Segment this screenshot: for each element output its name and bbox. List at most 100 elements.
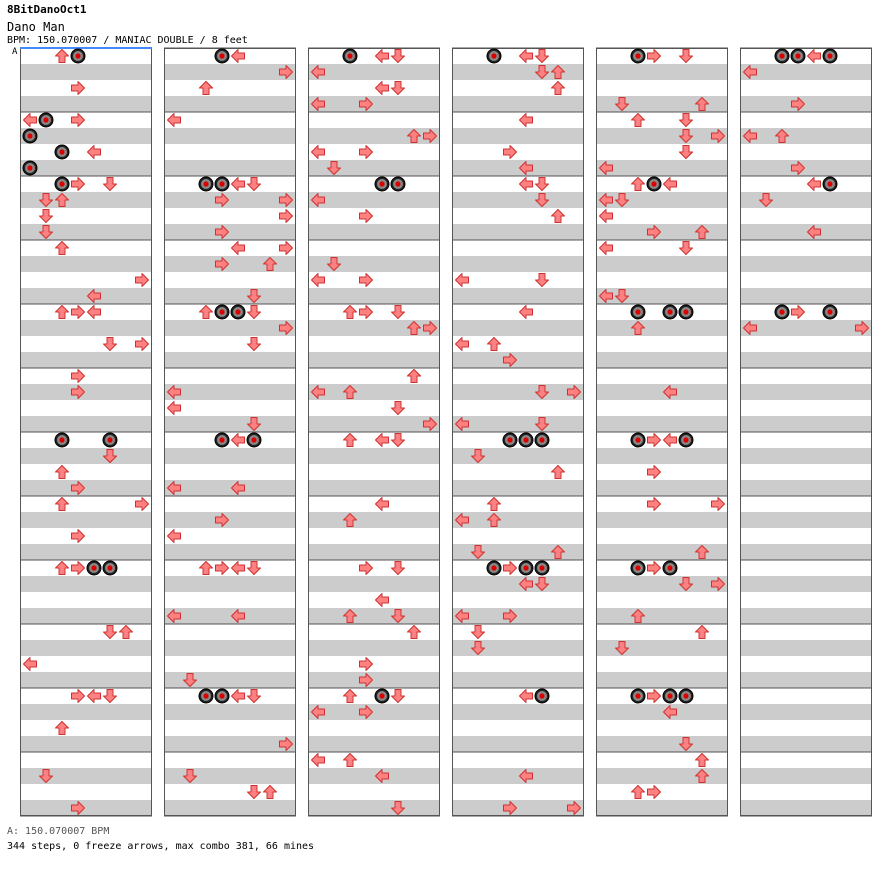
beat-stripe: [452, 480, 584, 496]
arrow-right-icon: [279, 65, 293, 79]
arrow-down-icon: [471, 625, 485, 639]
arrow-down-icon: [679, 737, 693, 751]
beat-stripe: [740, 768, 872, 784]
beat-stripe: [20, 288, 152, 304]
beat-stripe: [20, 576, 152, 592]
beat-stripe: [308, 384, 440, 400]
beat-stripe: [164, 320, 296, 336]
beat-stripe: [308, 768, 440, 784]
mine-icon: [486, 48, 502, 64]
arrow-down-icon: [615, 289, 629, 303]
arrow-left-icon: [231, 177, 245, 191]
mine-icon: [214, 48, 230, 64]
arrow-left-icon: [167, 481, 181, 495]
beat-stripe: [308, 512, 440, 528]
arrow-right-icon: [711, 129, 725, 143]
mine-icon: [822, 304, 838, 320]
mine-icon: [54, 176, 70, 192]
beat-stripe: [164, 608, 296, 624]
arrow-right-icon: [855, 321, 869, 335]
arrow-down-icon: [535, 385, 549, 399]
arrow-right-icon: [647, 433, 661, 447]
arrow-left-icon: [23, 113, 37, 127]
arrow-left-icon: [375, 49, 389, 63]
beat-stripe: [452, 608, 584, 624]
mine-icon: [822, 176, 838, 192]
arrow-right-icon: [647, 225, 661, 239]
arrow-left-icon: [311, 273, 325, 287]
beat-stripe: [20, 800, 152, 816]
arrow-up-icon: [343, 609, 357, 623]
arrow-left-icon: [519, 689, 533, 703]
arrow-down-icon: [247, 785, 261, 799]
arrow-left-icon: [311, 65, 325, 79]
beat-stripe: [596, 544, 728, 560]
arrow-up-icon: [55, 49, 69, 63]
arrow-down-icon: [247, 337, 261, 351]
beat-stripe: [164, 64, 296, 80]
beat-stripe: [452, 736, 584, 752]
arrow-left-icon: [519, 177, 533, 191]
mine-icon: [630, 432, 646, 448]
beat-stripe: [164, 128, 296, 144]
chart-info: BPM: 150.070007 / MANIAC DOUBLE / 8 feet: [7, 35, 248, 46]
arrow-left-icon: [375, 593, 389, 607]
beat-stripe: [20, 96, 152, 112]
beat-stripe: [164, 288, 296, 304]
arrow-right-icon: [647, 465, 661, 479]
beat-stripe: [20, 352, 152, 368]
arrow-right-icon: [215, 193, 229, 207]
arrow-right-icon: [215, 225, 229, 239]
arrow-down-icon: [247, 417, 261, 431]
beat-stripe: [308, 480, 440, 496]
beat-stripe: [452, 800, 584, 816]
arrow-down-icon: [679, 129, 693, 143]
arrow-left-icon: [375, 433, 389, 447]
arrow-left-icon: [311, 753, 325, 767]
arrow-up-icon: [407, 321, 421, 335]
arrow-up-icon: [695, 753, 709, 767]
mine-icon: [38, 112, 54, 128]
mine-icon: [646, 176, 662, 192]
arrow-down-icon: [615, 641, 629, 655]
arrow-up-icon: [55, 497, 69, 511]
beat-stripe: [452, 352, 584, 368]
mine-icon: [230, 304, 246, 320]
arrow-right-icon: [215, 561, 229, 575]
arrow-up-icon: [695, 625, 709, 639]
arrow-up-icon: [631, 609, 645, 623]
beat-stripe: [20, 480, 152, 496]
beat-stripe: [740, 672, 872, 688]
arrow-right-icon: [71, 689, 85, 703]
arrow-right-icon: [71, 305, 85, 319]
arrow-up-icon: [343, 305, 357, 319]
arrow-right-icon: [71, 113, 85, 127]
arrow-right-icon: [791, 161, 805, 175]
arrow-down-icon: [391, 561, 405, 575]
chart-column-5: [596, 47, 728, 817]
mine-icon: [102, 432, 118, 448]
mine-icon: [22, 128, 38, 144]
arrow-down-icon: [39, 209, 53, 223]
arrow-up-icon: [55, 561, 69, 575]
arrow-up-icon: [631, 321, 645, 335]
arrow-right-icon: [503, 561, 517, 575]
arrow-left-icon: [231, 561, 245, 575]
arrow-up-icon: [199, 305, 213, 319]
arrow-left-icon: [167, 113, 181, 127]
arrow-down-icon: [391, 689, 405, 703]
arrow-up-icon: [343, 689, 357, 703]
arrow-left-icon: [599, 209, 613, 223]
mine-icon: [662, 304, 678, 320]
arrow-up-icon: [343, 385, 357, 399]
beat-stripe: [164, 768, 296, 784]
mine-icon: [86, 560, 102, 576]
beat-stripe: [308, 224, 440, 240]
arrow-right-icon: [359, 273, 373, 287]
arrow-left-icon: [375, 769, 389, 783]
arrow-left-icon: [87, 689, 101, 703]
arrow-down-icon: [247, 305, 261, 319]
mine-icon: [214, 432, 230, 448]
beat-stripe: [740, 320, 872, 336]
arrow-right-icon: [215, 513, 229, 527]
